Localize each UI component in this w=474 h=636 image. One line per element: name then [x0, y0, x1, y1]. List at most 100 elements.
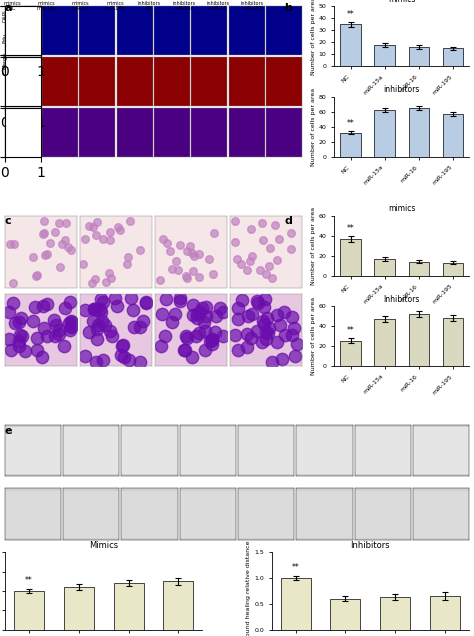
Text: miR-195: miR-195 — [242, 6, 263, 11]
Point — [197, 57, 205, 67]
Title: Inhibitors: Inhibitors — [351, 541, 390, 550]
Y-axis label: Number of cells per area: Number of cells per area — [311, 88, 316, 165]
Point — [145, 29, 153, 39]
Point — [424, 53, 432, 63]
Point — [369, 32, 376, 43]
Point — [377, 7, 385, 17]
Bar — [374, 110, 395, 156]
Bar — [374, 319, 395, 366]
Y-axis label: Wound healing relative distance: Wound healing relative distance — [246, 540, 251, 636]
Point — [464, 180, 471, 190]
Point — [468, 139, 474, 149]
Point — [112, 203, 119, 213]
Bar — [374, 259, 395, 275]
Title: mimics: mimics — [388, 204, 415, 214]
Point — [255, 163, 262, 174]
Point — [326, 70, 334, 80]
Bar — [409, 314, 429, 366]
Text: miR-195: miR-195 — [105, 6, 125, 11]
Text: **: ** — [346, 326, 355, 335]
Point — [349, 191, 356, 201]
Text: DAPI: DAPI — [2, 10, 8, 22]
Bar — [340, 24, 361, 66]
Text: miR-16: miR-16 — [210, 6, 227, 11]
Bar — [374, 45, 395, 66]
Bar — [164, 581, 193, 630]
Y-axis label: Number of cells per area: Number of cells per area — [311, 0, 316, 76]
Y-axis label: Number of cells per area: Number of cells per area — [311, 296, 316, 375]
Point — [334, 185, 341, 195]
Point — [265, 78, 273, 88]
Text: **: ** — [25, 576, 33, 585]
Point — [169, 96, 176, 106]
Text: miR-16: miR-16 — [72, 6, 89, 11]
Text: inhibitors: inhibitors — [138, 1, 161, 6]
Text: inhibitors: inhibitors — [207, 1, 229, 6]
Point — [397, 83, 404, 93]
Text: miR-15a: miR-15a — [36, 6, 56, 11]
Bar — [330, 598, 360, 630]
Bar — [114, 583, 144, 630]
Point — [416, 153, 423, 163]
Bar — [430, 596, 460, 630]
Text: Edu: Edu — [2, 33, 8, 43]
Point — [159, 236, 167, 246]
Text: **: ** — [346, 10, 355, 19]
Point — [448, 0, 456, 10]
Bar — [64, 587, 93, 630]
Point — [245, 142, 252, 152]
Point — [405, 56, 413, 66]
Point — [75, 78, 82, 88]
Point — [320, 144, 328, 154]
Point — [328, 129, 336, 139]
Point — [96, 179, 103, 189]
Bar — [443, 48, 463, 66]
Text: inhibitors: inhibitors — [172, 1, 195, 6]
Bar — [409, 261, 429, 275]
Point — [379, 113, 386, 123]
Title: mimics: mimics — [388, 0, 415, 4]
Point — [340, 80, 348, 90]
Point — [389, 5, 397, 15]
Y-axis label: Number of cells per area: Number of cells per area — [311, 207, 316, 285]
Bar — [340, 132, 361, 156]
Point — [378, 242, 385, 252]
Text: mimics: mimics — [37, 1, 55, 6]
Bar — [340, 341, 361, 366]
Point — [319, 275, 327, 285]
Title: inhibitors: inhibitors — [383, 85, 420, 94]
Point — [163, 147, 171, 157]
Text: c: c — [5, 216, 11, 226]
Bar — [443, 318, 463, 366]
Point — [283, 54, 291, 64]
Point — [192, 14, 200, 24]
Point — [392, 156, 400, 166]
Text: **: ** — [346, 119, 355, 128]
Title: Mimics: Mimics — [89, 541, 118, 550]
Text: d: d — [284, 216, 292, 226]
Bar — [443, 114, 463, 156]
Point — [219, 186, 227, 196]
Bar — [14, 591, 44, 630]
Text: mimics: mimics — [3, 1, 21, 6]
Bar — [281, 578, 310, 630]
Text: NC: NC — [8, 6, 16, 11]
Text: **: ** — [292, 563, 300, 572]
Point — [420, 39, 428, 50]
Bar — [381, 597, 410, 630]
Point — [458, 185, 465, 195]
Point — [235, 175, 243, 185]
Bar — [409, 107, 429, 156]
Text: NC: NC — [146, 6, 153, 11]
Text: b: b — [284, 3, 292, 13]
Text: inhibitors: inhibitors — [241, 1, 264, 6]
Bar — [409, 47, 429, 66]
Point — [310, 46, 317, 57]
Text: miR-15a: miR-15a — [173, 6, 194, 11]
Point — [228, 203, 235, 213]
Text: e: e — [5, 426, 12, 436]
Title: Inhibitors: Inhibitors — [383, 294, 420, 303]
Point — [172, 45, 180, 55]
Text: mimics: mimics — [72, 1, 90, 6]
Point — [453, 73, 461, 83]
